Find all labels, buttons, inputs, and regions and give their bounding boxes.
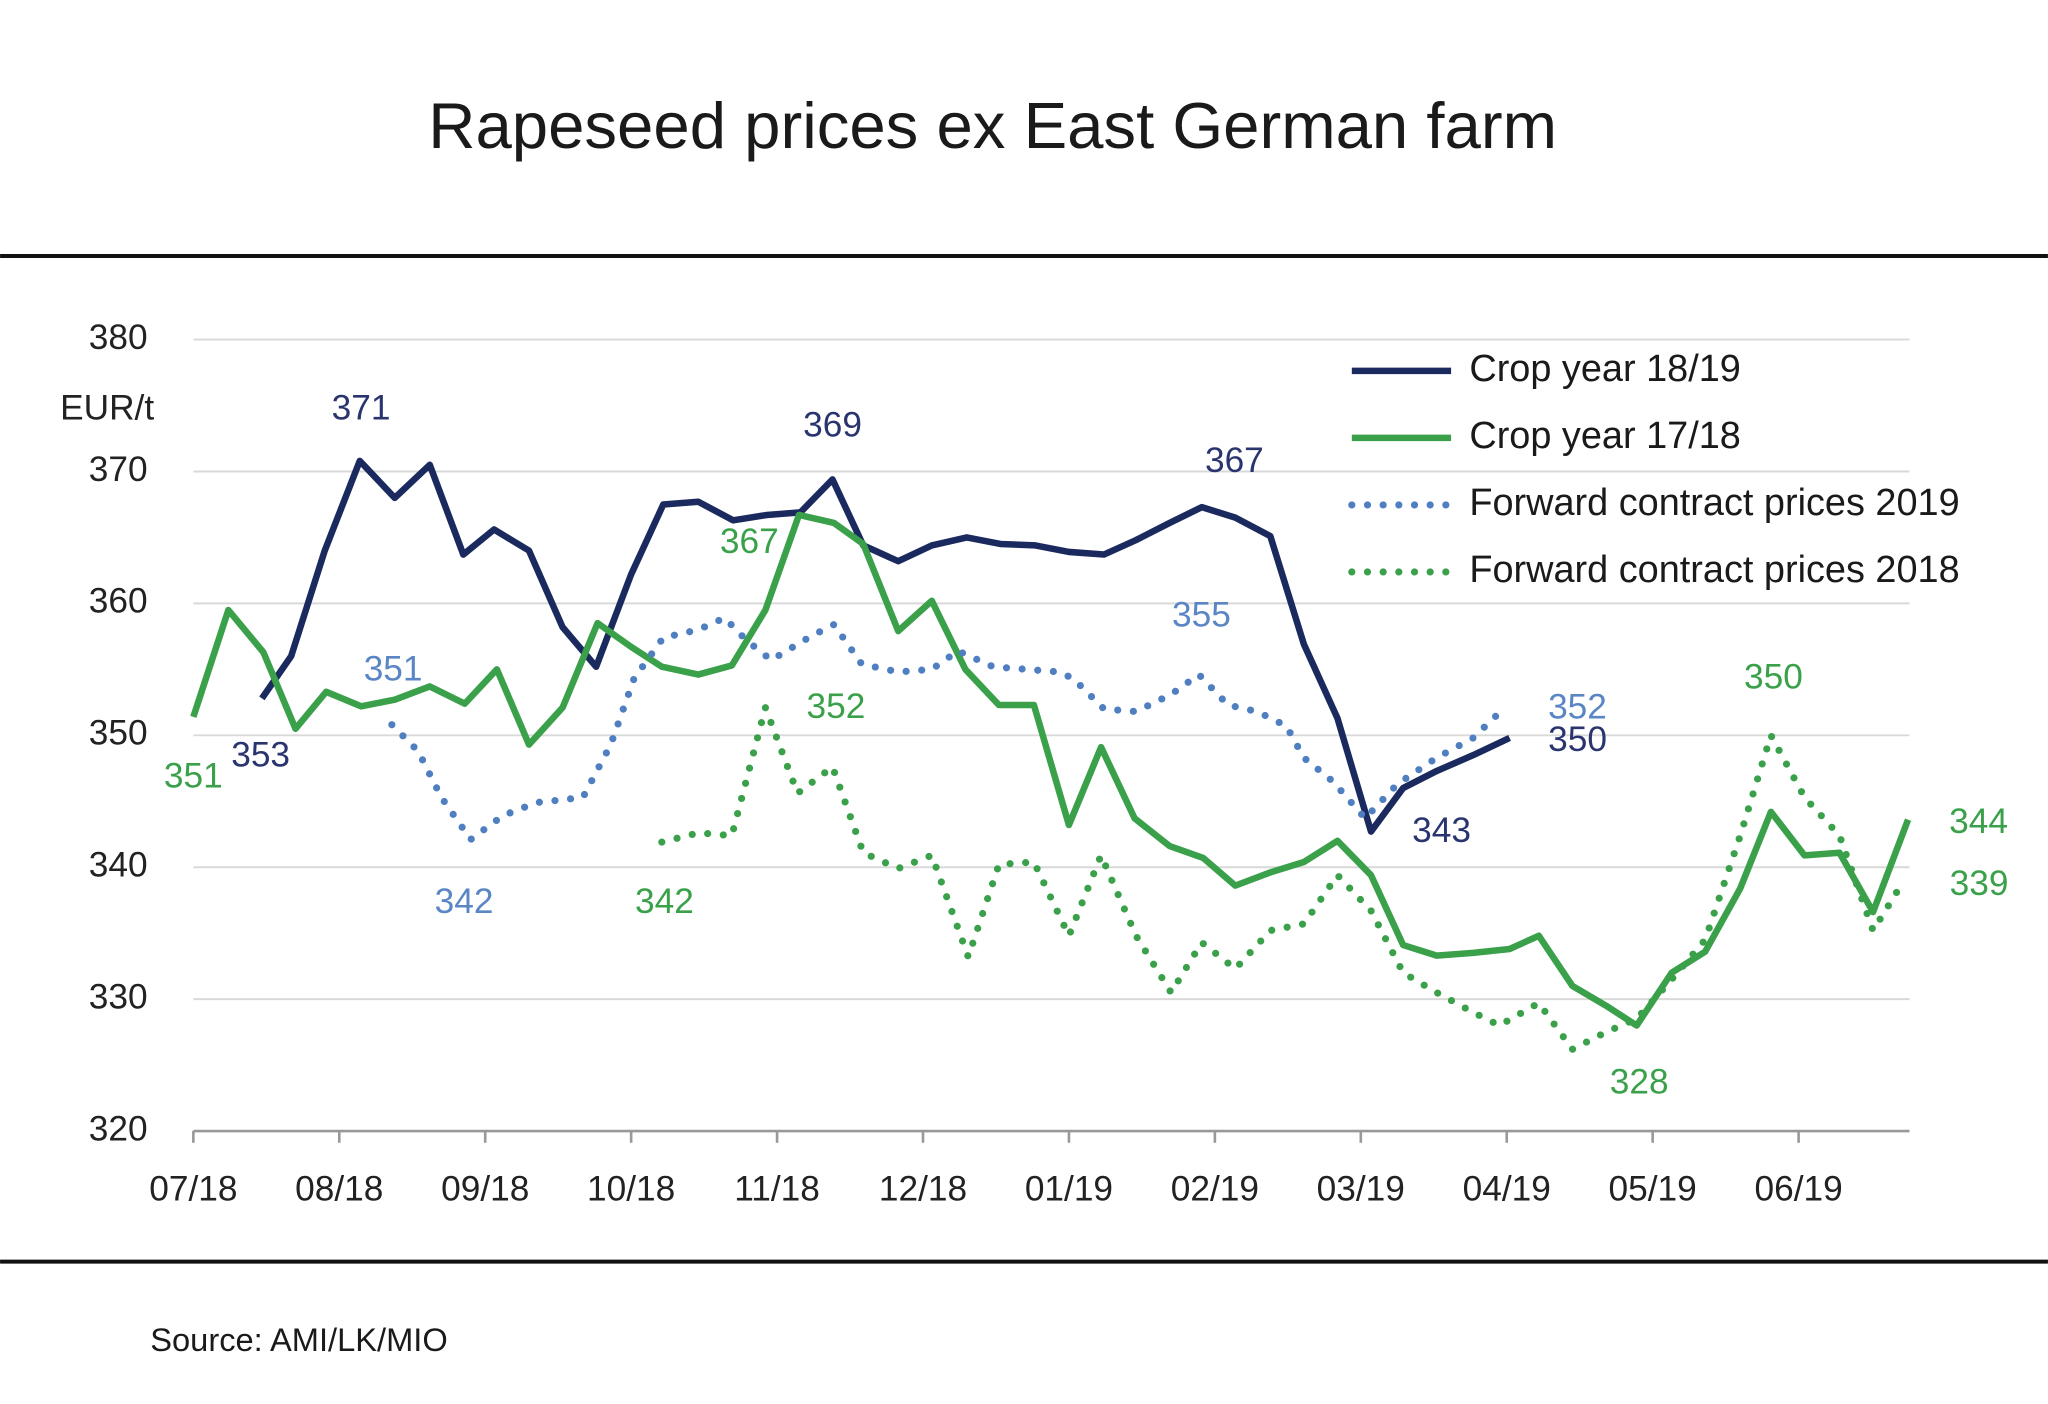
data-label: 350 <box>1744 657 1803 696</box>
x-tick-label: 05/19 <box>1609 1169 1697 1208</box>
y-tick-label: 350 <box>89 714 148 753</box>
legend-label: Forward contract prices 2019 <box>1469 482 1959 524</box>
y-tick-label: 380 <box>89 318 148 357</box>
series-line <box>658 695 1905 1054</box>
data-label: 367 <box>720 522 779 561</box>
y-tick-label: 320 <box>89 1109 148 1148</box>
x-tick-label: 09/18 <box>441 1169 529 1208</box>
series-line <box>388 613 1501 845</box>
legend-label: Forward contract prices 2018 <box>1469 549 1959 591</box>
legend-label: Crop year 18/19 <box>1469 348 1741 390</box>
data-label: 351 <box>164 757 223 796</box>
y-axis-label: EUR/t <box>60 388 154 427</box>
x-tick-label: 06/19 <box>1754 1169 1842 1208</box>
data-label: 344 <box>1949 802 2008 841</box>
data-label: 371 <box>332 388 391 427</box>
y-tick-label: 330 <box>89 977 148 1016</box>
data-label: 352 <box>807 687 866 726</box>
y-tick-label: 340 <box>89 846 148 885</box>
x-tick-label: 07/18 <box>149 1169 237 1208</box>
data-label: 367 <box>1205 441 1264 480</box>
data-label: 352 <box>1548 687 1607 726</box>
x-tick-label: 04/19 <box>1463 1169 1551 1208</box>
legend-label: Crop year 17/18 <box>1469 415 1741 457</box>
data-label: 351 <box>364 650 423 689</box>
x-tick-label: 03/19 <box>1317 1169 1405 1208</box>
x-tick-label: 01/19 <box>1025 1169 1113 1208</box>
series-line <box>190 511 1912 1029</box>
data-label: 369 <box>803 405 862 444</box>
data-label: 328 <box>1610 1063 1669 1102</box>
y-tick-label: 370 <box>89 450 148 489</box>
x-tick-label: 10/18 <box>587 1169 675 1208</box>
data-label: 343 <box>1412 811 1471 850</box>
y-tick-label: 360 <box>89 582 148 621</box>
data-label: 342 <box>435 882 494 921</box>
series-line <box>259 457 1511 835</box>
data-label: 342 <box>635 882 694 921</box>
x-tick-label: 08/18 <box>295 1169 383 1208</box>
source-note: Source: AMI/LK/MIO <box>150 1321 448 1358</box>
x-tick-label: 11/18 <box>734 1169 820 1208</box>
chart-title: Rapeseed prices ex East German farm <box>428 89 1557 162</box>
data-label: 350 <box>1548 720 1607 759</box>
x-tick-label: 12/18 <box>879 1169 967 1208</box>
data-label: 339 <box>1950 864 2009 903</box>
data-label: 353 <box>231 735 290 774</box>
data-label: 355 <box>1172 595 1231 634</box>
x-tick-label: 02/19 <box>1171 1169 1259 1208</box>
